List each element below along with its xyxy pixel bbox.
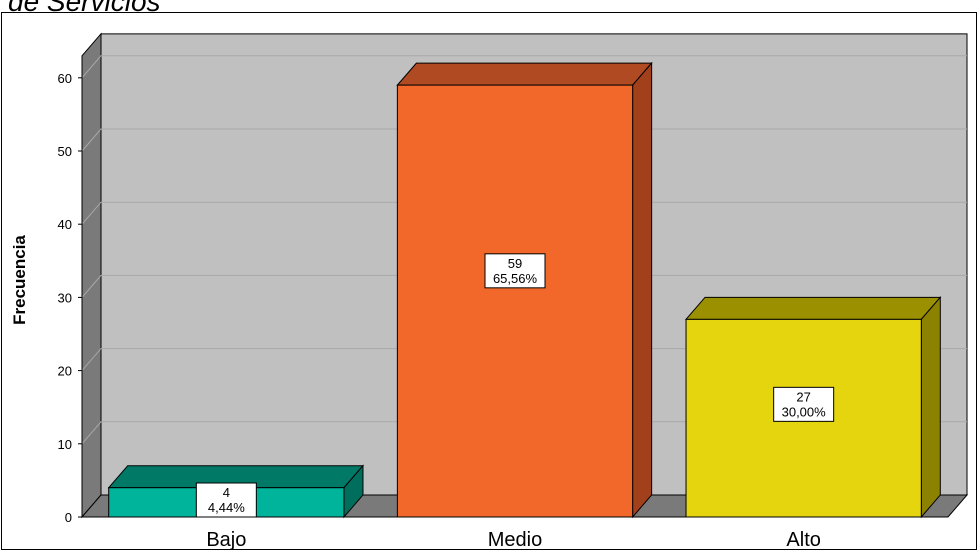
y-tick-label: 50: [58, 144, 72, 159]
y-tick-label: 30: [58, 290, 72, 305]
x-axis-categories: Bajo Medio Alto: [206, 529, 821, 551]
grid-line: [81, 55, 967, 79]
grid-line: [81, 348, 967, 371]
grid-line: [81, 274, 967, 298]
y-axis-label: Frecuencia: [10, 235, 29, 325]
bar: [396, 84, 634, 518]
data-label-count: 27: [796, 389, 810, 404]
data-label-box: [773, 386, 835, 422]
x-category-label: Bajo: [206, 529, 246, 551]
x-category-label: Medio: [488, 529, 542, 551]
data-label: 44,44%: [195, 482, 257, 518]
bar-side: [632, 61, 653, 519]
bar-top: [684, 296, 942, 320]
y-axis-ticks: 0 10 20 30 40 50 60: [58, 55, 83, 525]
bar-top: [396, 62, 653, 86]
grid-line: [81, 128, 967, 152]
grid-lines: [81, 55, 967, 445]
y-tick-label: 10: [58, 437, 72, 452]
side-wall: [81, 32, 102, 519]
bar: [685, 318, 922, 518]
data-label-percent: 65,56%: [493, 271, 538, 286]
bar-bajo: 44,44%: [107, 464, 365, 519]
data-label-percent: 4,44%: [208, 500, 245, 515]
y-tick-label: 40: [58, 217, 72, 232]
y-tick-label: 20: [58, 364, 72, 379]
grid-line: [81, 421, 967, 445]
y-tick-label: 60: [58, 71, 72, 86]
x-category-label: Alto: [786, 529, 820, 551]
grid-line: [81, 201, 967, 225]
y-tick-label: 0: [65, 510, 72, 525]
bar-side: [920, 296, 941, 519]
data-label-box: [484, 253, 546, 289]
data-label-percent: 30,00%: [782, 404, 827, 419]
data-label-box: [195, 482, 257, 518]
data-label-count: 4: [223, 485, 230, 500]
data-label-count: 59: [508, 256, 522, 271]
